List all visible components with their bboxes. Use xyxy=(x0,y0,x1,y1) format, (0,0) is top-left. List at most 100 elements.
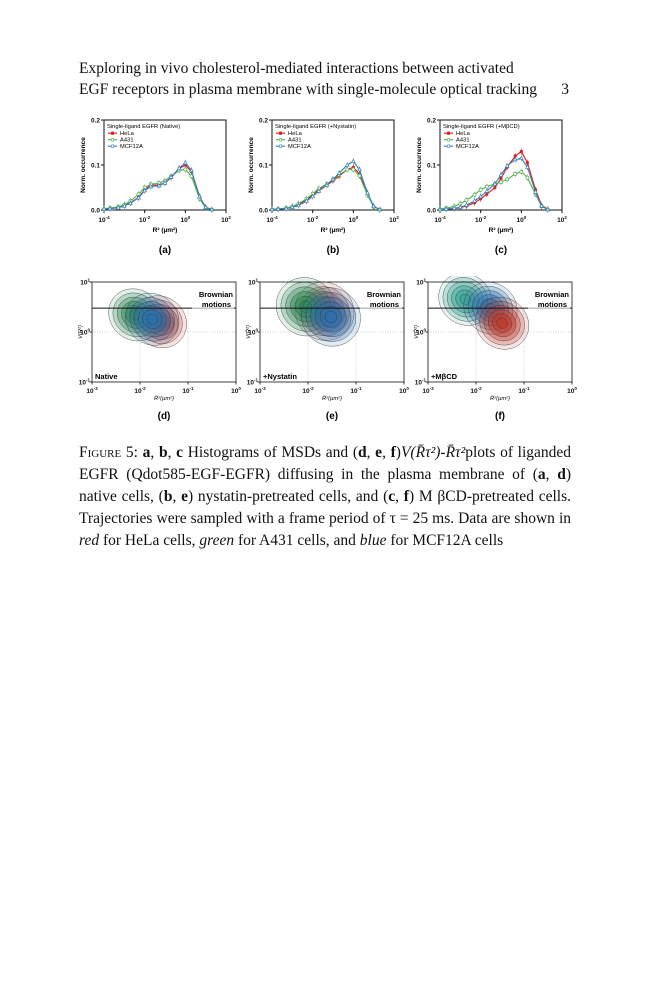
data-point xyxy=(499,176,503,181)
caption-text: for MCF12A cells xyxy=(386,532,504,549)
y-tick-label: 101 xyxy=(416,278,426,287)
data-point xyxy=(513,172,518,176)
caption-text: , xyxy=(172,488,182,505)
x-tick-label: 10-3 xyxy=(86,386,98,395)
data-point xyxy=(505,177,510,182)
data-point xyxy=(176,165,182,170)
data-point xyxy=(128,200,133,205)
data-point xyxy=(519,149,523,154)
data-point xyxy=(310,193,316,199)
x-tick-label: 100 xyxy=(180,215,190,224)
histogram-panel-b: 0.0 0.1 0.2 10-4 10-2 100 102 R² (µm²) Norm. occ… xyxy=(248,118,399,257)
data-point xyxy=(269,206,275,212)
legend-marker xyxy=(110,144,115,148)
motions-label: motions xyxy=(370,300,399,309)
data-point xyxy=(156,182,162,188)
panel-label: (d) xyxy=(158,411,171,422)
density-contour-hela xyxy=(496,317,508,329)
y-tick-label: 10-1 xyxy=(247,378,259,387)
header-title-line-1: Exploring in vivo cholesterol-mediated i… xyxy=(79,60,514,77)
caption-panel-ref: f xyxy=(390,444,396,461)
legend-marker xyxy=(110,138,115,142)
x-tick-label: 100 xyxy=(567,386,577,395)
legend-label: MCF12A xyxy=(120,144,143,150)
data-point xyxy=(513,154,517,158)
condition-annotation: +MβCD xyxy=(431,372,458,381)
data-point xyxy=(519,169,524,174)
caption-text: , xyxy=(167,444,177,461)
caption-panel-ref: e xyxy=(375,444,383,461)
caption-panel-ref: b xyxy=(163,488,173,505)
y-axis-label: V(R̄²) xyxy=(78,325,84,339)
x-tick-label: 100 xyxy=(516,215,526,224)
data-point xyxy=(345,167,350,172)
brownian-label: Brownian xyxy=(367,290,402,299)
figure-caption: Figure 5: a, b, c Histograms of MSDs and… xyxy=(79,442,571,552)
legend-label: A431 xyxy=(456,138,470,144)
y-tick-label: 100 xyxy=(416,328,426,337)
data-point xyxy=(148,183,154,189)
data-point xyxy=(539,203,545,208)
x-tick-label: 10-2 xyxy=(139,215,151,224)
caption-text: Histograms of MSDs and ( xyxy=(183,444,358,461)
data-point xyxy=(182,160,188,165)
y-tick-label: 0.0 xyxy=(91,208,100,215)
data-point xyxy=(464,202,469,207)
density-contour-mcf12a xyxy=(324,310,338,323)
legend-title: Single-ligand EGFR (Native) xyxy=(107,124,180,130)
data-point xyxy=(121,203,127,208)
caption-color-green: green xyxy=(199,532,235,549)
y-tick-label: 100 xyxy=(80,328,90,337)
density-contour-mcf12a xyxy=(146,313,158,325)
data-point xyxy=(525,164,530,169)
data-point xyxy=(357,173,362,178)
brownian-label: Brownian xyxy=(535,290,570,299)
x-tick-label: 10-2 xyxy=(475,215,487,224)
y-tick-label: 0.2 xyxy=(259,118,268,125)
caption-text: , xyxy=(395,488,404,505)
data-point xyxy=(107,205,113,211)
histogram-panel-a: 0.0 0.1 0.2 10-4 10-2 100 102 R² (µm²) Norm. occ… xyxy=(80,118,231,257)
data-point xyxy=(324,182,330,187)
legend-marker xyxy=(278,144,283,148)
data-point xyxy=(371,203,377,209)
series-line-hela xyxy=(271,166,381,211)
series-line-a431 xyxy=(271,168,381,211)
data-point xyxy=(203,204,209,209)
caption-panel-ref: a xyxy=(142,444,151,461)
panel-label: (e) xyxy=(326,411,338,422)
panel-label: (c) xyxy=(495,245,507,256)
running-header: Exploring in vivo cholesterol-mediated i… xyxy=(79,58,569,100)
data-point xyxy=(304,198,309,203)
x-axis-label: R̄²(µm²) xyxy=(490,395,510,402)
data-point xyxy=(357,166,362,172)
data-point xyxy=(283,205,289,211)
x-axis-label: R̄²(µm²) xyxy=(154,395,174,402)
data-point xyxy=(189,167,194,173)
panel-label: (f) xyxy=(495,411,505,422)
caption-text: ) native cells, ( xyxy=(79,466,572,505)
data-point xyxy=(443,206,449,211)
caption-panel-ref: c xyxy=(388,488,396,505)
caption-text: for HeLa cells, xyxy=(99,532,200,549)
x-tick-label: 100 xyxy=(348,215,358,224)
legend-marker xyxy=(446,144,451,148)
x-tick-label: 10-1 xyxy=(182,386,194,395)
y-tick-label: 0.1 xyxy=(259,163,268,170)
y-tick-label: 0.2 xyxy=(91,118,100,125)
legend-title: Single-ligand EGFR (+Nystatin) xyxy=(275,124,356,130)
density-contour-a431 xyxy=(299,300,312,313)
caption-text: , xyxy=(150,444,159,461)
data-point xyxy=(296,202,301,208)
x-tick-label: 102 xyxy=(389,215,399,224)
panel-label: (b) xyxy=(327,245,340,256)
caption-text: , xyxy=(366,444,376,461)
legend-title: Single-ligand EGFR (+MβCD) xyxy=(443,124,520,130)
region-label-bg xyxy=(360,288,402,310)
x-tick-label: 10-4 xyxy=(266,215,278,224)
caption-text: ) M βCD-pretreated cells. Trajectories w… xyxy=(79,488,571,527)
x-axis-label: R² (µm²) xyxy=(489,227,514,234)
y-tick-label: 0.1 xyxy=(91,163,100,170)
y-axis-label: Norm. occurrence xyxy=(80,137,87,193)
caption-text: , xyxy=(545,466,558,483)
